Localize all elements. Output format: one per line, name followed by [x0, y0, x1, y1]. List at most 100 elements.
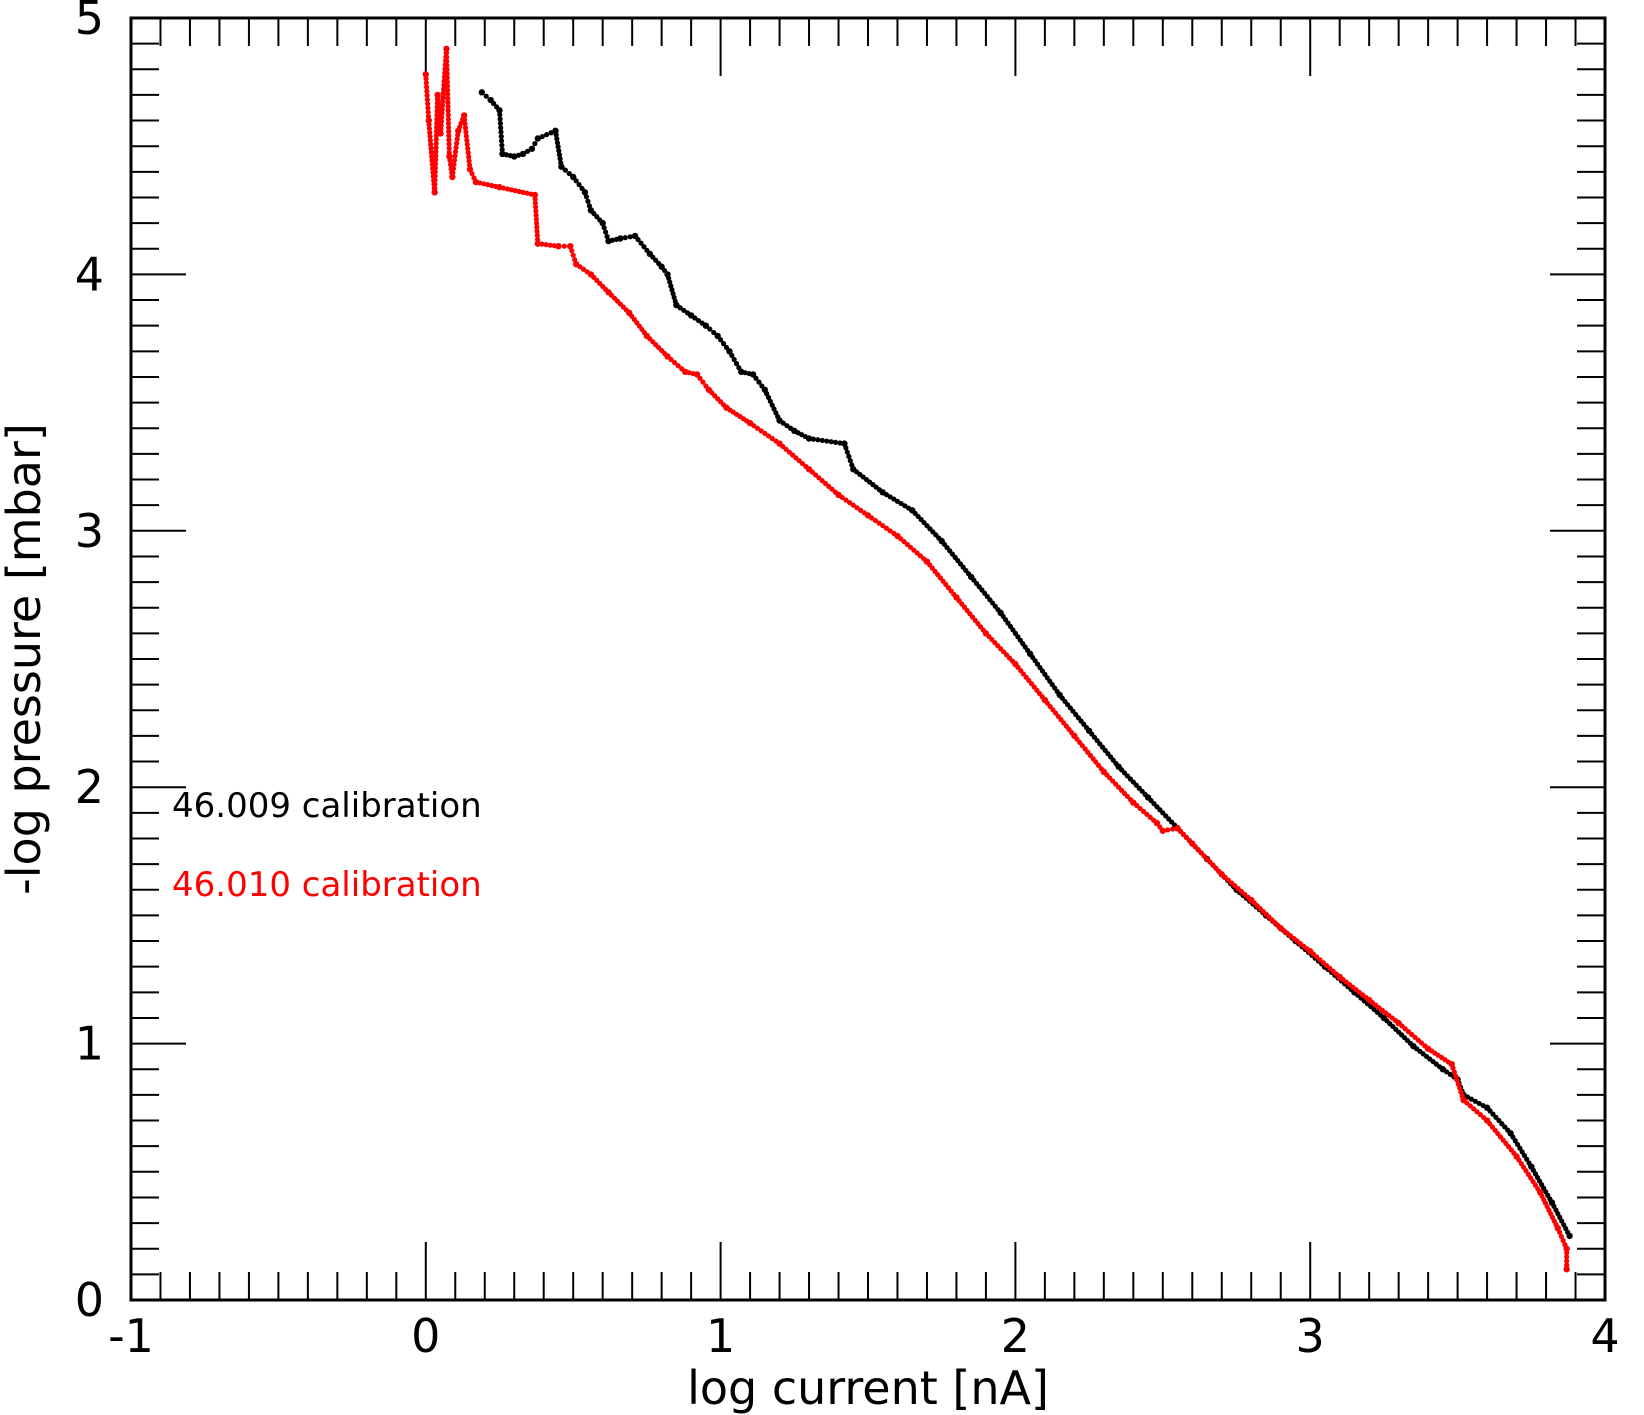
- data-point-fill: [481, 181, 487, 187]
- data-point-fill: [585, 198, 591, 204]
- data-point-fill: [497, 116, 503, 122]
- data-point-fill: [426, 125, 433, 132]
- data-point-fill: [869, 515, 875, 521]
- data-point-fill: [570, 252, 576, 258]
- data-point-fill: [556, 152, 563, 158]
- data-point-fill: [444, 58, 450, 64]
- data-point: [714, 332, 721, 340]
- data-point-fill: [843, 497, 849, 503]
- data-point-fill: [533, 204, 539, 210]
- data-point-fill: [810, 436, 817, 442]
- data-point-fill: [534, 224, 540, 230]
- data-point-fill: [439, 102, 446, 108]
- data-point: [1159, 827, 1167, 834]
- data-point-fill: [765, 433, 772, 439]
- data-point-fill: [762, 430, 768, 436]
- data-point-fill: [697, 375, 703, 381]
- data-point-fill: [432, 161, 439, 167]
- data-point-fill: [534, 232, 540, 239]
- data-point-fill: [576, 182, 582, 188]
- data-point: [434, 91, 441, 99]
- data-point: [1563, 1266, 1570, 1273]
- data-point-fill: [539, 133, 545, 140]
- x-tick-label: 3: [1296, 1309, 1325, 1363]
- data-point-fill: [461, 116, 468, 123]
- data-point-fill: [445, 100, 451, 106]
- data-point-fill: [686, 370, 692, 376]
- data-point-fill: [1524, 1156, 1530, 1162]
- data-point-fill: [533, 212, 539, 218]
- data-point-fill: [425, 109, 431, 115]
- y-tick-label: 5: [75, 0, 104, 45]
- data-point-fill: [858, 507, 864, 513]
- data-point-fill: [446, 137, 452, 143]
- data-point-fill: [466, 158, 472, 164]
- data-point-fill: [428, 149, 434, 156]
- data-point-fill: [444, 87, 451, 93]
- data-point: [1153, 819, 1161, 827]
- data-point-fill: [1147, 814, 1153, 820]
- data-point-fill: [440, 90, 446, 96]
- data-point: [431, 189, 438, 196]
- data-point-fill: [452, 149, 459, 155]
- data-point-fill: [424, 84, 430, 90]
- data-point-fill: [573, 178, 579, 184]
- data-point-fill: [754, 425, 761, 431]
- x-tick-label: -1: [108, 1309, 154, 1363]
- x-tick-label: 2: [1001, 1309, 1030, 1363]
- data-point-fill: [668, 356, 674, 363]
- data-point-fill: [1165, 827, 1171, 833]
- data-point-fill: [641, 244, 647, 250]
- data-point-fill: [450, 165, 457, 172]
- data-point-fill: [577, 264, 583, 270]
- data-point-fill: [433, 141, 439, 147]
- data-point-fill: [462, 125, 469, 131]
- data-point-fill: [427, 129, 433, 136]
- data-point-fill: [454, 140, 460, 147]
- data-point-fill: [1557, 1229, 1563, 1235]
- data-point-fill: [498, 138, 505, 144]
- data-point-fill: [672, 360, 678, 366]
- data-point-fill: [433, 149, 439, 155]
- data-point-fill: [876, 520, 882, 526]
- data-point-fill: [444, 75, 450, 81]
- data-point-fill: [445, 124, 452, 131]
- legend: 46.009 calibration 46.010 calibration: [172, 786, 482, 905]
- data-point-fill: [1472, 1098, 1478, 1104]
- data-point-fill: [532, 196, 538, 202]
- data-point-fill: [424, 88, 430, 94]
- data-point-fill: [561, 243, 567, 249]
- data-point-fill: [497, 120, 503, 126]
- data-point: [658, 263, 665, 270]
- data-point: [496, 107, 503, 114]
- data-point-fill: [483, 93, 489, 99]
- data-point-fill: [731, 356, 737, 363]
- data-point: [567, 242, 574, 250]
- y-tick-label: 2: [75, 760, 104, 814]
- data-point-fill: [854, 505, 860, 511]
- data-point-fill: [1170, 826, 1176, 832]
- data-point-fill: [444, 83, 451, 89]
- data-point-fill: [562, 167, 568, 173]
- data-point-fill: [524, 148, 531, 154]
- data-point-fill: [769, 402, 775, 408]
- data-point-fill: [465, 150, 471, 156]
- data-point-fill: [454, 136, 460, 142]
- data-point-fill: [1454, 1077, 1460, 1083]
- data-point-fill: [1517, 1145, 1523, 1151]
- data-point-fill: [1140, 808, 1147, 814]
- data-point-fill: [435, 100, 441, 107]
- data-point-fill: [524, 190, 530, 196]
- data-point-fill: [1476, 1100, 1482, 1107]
- data-point-fill: [580, 266, 587, 272]
- data-point-fill: [846, 453, 852, 460]
- data-point-fill: [445, 120, 452, 126]
- data-point-fill: [445, 104, 451, 110]
- data-point-fill: [1514, 1141, 1521, 1148]
- data-point-fill: [769, 435, 775, 442]
- data-point-fill: [832, 439, 839, 445]
- data-point-fill: [729, 352, 735, 359]
- data-point: [570, 173, 577, 181]
- data-point-fill: [1564, 1250, 1570, 1256]
